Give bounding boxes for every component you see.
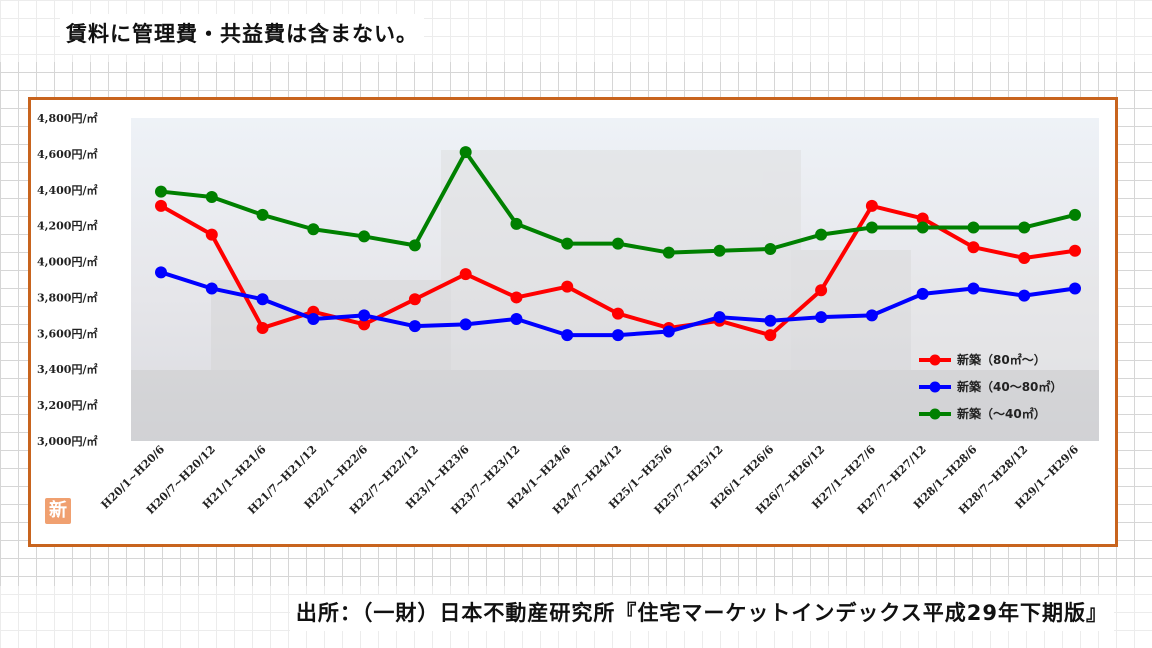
- data-point: [764, 314, 777, 327]
- chart-frame: 3,000円/㎡ 3,200円/㎡ 3,400円/㎡ 3,600円/㎡ 3,800円/㎡…: [28, 97, 1118, 547]
- data-point: [205, 228, 218, 241]
- series-2: [155, 146, 1081, 259]
- series-0: [155, 199, 1081, 342]
- data-point: [1069, 282, 1081, 295]
- data-point: [764, 329, 777, 342]
- y-tick-label: 4,200円/㎡: [37, 219, 97, 233]
- data-point: [459, 146, 472, 159]
- data-point: [1069, 244, 1081, 257]
- data-point: [256, 293, 269, 306]
- data-point: [459, 268, 472, 281]
- data-point: [155, 199, 167, 212]
- data-point: [408, 320, 421, 333]
- y-tick-label: 4,600円/㎡: [37, 147, 97, 161]
- data-point: [307, 223, 320, 236]
- data-point: [865, 199, 878, 212]
- data-point: [815, 311, 828, 324]
- data-point: [510, 291, 523, 304]
- data-point: [205, 282, 218, 295]
- data-point: [408, 293, 421, 306]
- data-point: [612, 307, 624, 320]
- data-point: [967, 282, 980, 295]
- series-1: [155, 266, 1081, 342]
- data-point: [358, 230, 371, 243]
- data-point: [662, 325, 675, 338]
- data-point: [510, 312, 523, 325]
- data-point: [1018, 221, 1031, 234]
- legend-swatch-marker: [929, 408, 941, 420]
- data-point: [459, 318, 472, 331]
- line-chart: 3,000円/㎡ 3,200円/㎡ 3,400円/㎡ 3,600円/㎡ 3,800円/㎡…: [37, 111, 1099, 517]
- data-point: [662, 246, 675, 259]
- y-tick-label: 4,000円/㎡: [37, 255, 97, 269]
- data-point: [256, 321, 269, 334]
- data-point: [713, 311, 726, 324]
- y-tick-label: 4,400円/㎡: [37, 183, 97, 197]
- data-point: [1069, 208, 1081, 221]
- data-point: [256, 208, 269, 221]
- building-silhouette: [131, 150, 1099, 441]
- rent-note: 賃料に管理費・共益費は含まない。: [60, 14, 424, 54]
- source-note: 出所：（一財）日本不動産研究所『住宅マーケットインデックス平成29年下期版』: [289, 595, 1114, 631]
- new-construction-badge: 新: [45, 498, 71, 524]
- data-point: [916, 287, 929, 300]
- data-point: [713, 244, 726, 257]
- legend-swatch-marker: [929, 354, 941, 366]
- data-point: [510, 217, 523, 230]
- data-point: [205, 190, 218, 203]
- legend-label: 新築（～40㎡）: [957, 406, 1046, 421]
- legend-label: 新築（40～80㎡）: [957, 379, 1062, 394]
- data-point: [815, 228, 828, 241]
- legend-label: 新築（80㎡～）: [957, 352, 1046, 367]
- data-point: [967, 221, 980, 234]
- data-point: [916, 221, 929, 234]
- data-point: [764, 242, 777, 255]
- data-point: [358, 309, 371, 322]
- data-point: [865, 221, 878, 234]
- data-point: [307, 312, 320, 325]
- y-tick-label: 3,800円/㎡: [37, 290, 97, 304]
- y-tick-label: 3,400円/㎡: [37, 362, 97, 376]
- y-tick-label: 3,000円/㎡: [37, 434, 97, 448]
- data-point: [967, 241, 980, 254]
- y-tick-label: 3,200円/㎡: [37, 398, 97, 412]
- data-point: [155, 185, 167, 198]
- data-point: [561, 237, 574, 250]
- data-point: [865, 309, 878, 322]
- data-point: [561, 329, 574, 342]
- y-tick-label: 3,600円/㎡: [37, 326, 97, 340]
- data-point: [815, 284, 828, 297]
- data-point: [612, 329, 624, 342]
- data-point: [612, 237, 624, 250]
- data-point: [358, 318, 371, 331]
- data-point: [155, 266, 167, 279]
- data-point: [561, 280, 574, 293]
- data-point: [1018, 251, 1031, 264]
- data-point: [1018, 289, 1031, 302]
- data-point: [916, 212, 929, 225]
- data-point: [408, 239, 421, 252]
- legend-swatch-marker: [929, 381, 941, 393]
- y-tick-label: 4,800円/㎡: [37, 111, 97, 125]
